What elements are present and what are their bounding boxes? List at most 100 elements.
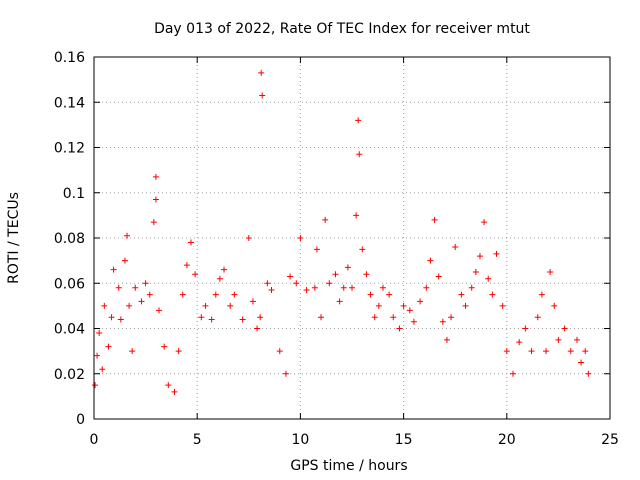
data-point (363, 271, 370, 278)
data-point (423, 284, 430, 291)
data-point (142, 280, 149, 287)
data-point (344, 264, 351, 271)
x-tick-label: 0 (90, 432, 99, 448)
y-tick-label: 0.12 (54, 141, 85, 157)
data-point (485, 275, 492, 282)
data-point (121, 257, 128, 264)
data-points (92, 69, 592, 395)
y-tick-label: 0.04 (54, 322, 85, 338)
data-point (276, 348, 283, 355)
data-point (567, 348, 574, 355)
data-point (448, 314, 455, 321)
data-point (227, 302, 234, 309)
grid-lines (94, 57, 610, 419)
data-point (499, 302, 506, 309)
data-point (534, 314, 541, 321)
data-point (538, 291, 545, 298)
data-point (99, 366, 106, 373)
data-point (152, 173, 159, 180)
data-point (472, 268, 479, 275)
data-point (336, 298, 343, 305)
data-point (254, 325, 261, 332)
data-point (406, 307, 413, 314)
data-point (268, 287, 275, 294)
data-point (367, 291, 374, 298)
data-point (198, 314, 205, 321)
data-point (258, 69, 265, 76)
data-point (452, 244, 459, 251)
data-point (313, 246, 320, 253)
data-point (396, 325, 403, 332)
data-point (115, 284, 122, 291)
data-point (221, 266, 228, 273)
data-point (129, 348, 136, 355)
data-point (287, 273, 294, 280)
x-tick-label: 5 (193, 432, 202, 448)
data-point (509, 370, 516, 377)
data-point (458, 291, 465, 298)
y-axis-title: ROTI / TECUs (6, 192, 22, 284)
data-point (356, 151, 363, 158)
data-point (152, 196, 159, 203)
y-tick-label: 0.1 (63, 186, 85, 202)
data-point (551, 302, 558, 309)
y-tick-label: 0 (76, 412, 85, 428)
data-point (188, 239, 195, 246)
data-point (239, 316, 246, 323)
data-point (332, 271, 339, 278)
data-point (340, 284, 347, 291)
data-point (231, 291, 238, 298)
data-point (216, 275, 223, 282)
data-point (146, 291, 153, 298)
chart-title: Day 013 of 2022, Rate Of TEC Index for r… (154, 21, 530, 37)
data-point (117, 316, 124, 323)
data-point (297, 235, 304, 241)
data-point (503, 348, 510, 355)
data-point (150, 219, 157, 226)
data-point (522, 325, 529, 332)
data-point (371, 314, 378, 321)
data-point (528, 348, 535, 355)
x-tick-label: 20 (498, 432, 516, 448)
data-point (561, 325, 568, 332)
data-point (171, 388, 178, 395)
data-point (359, 246, 366, 253)
data-point (92, 382, 99, 389)
data-point (431, 216, 438, 223)
data-point (481, 219, 488, 226)
data-point (390, 314, 397, 321)
data-point (493, 250, 500, 257)
data-point (379, 284, 386, 291)
data-point (311, 284, 318, 291)
data-point (468, 284, 475, 291)
data-point (400, 302, 407, 309)
data-point (202, 302, 209, 309)
data-point (322, 216, 329, 223)
data-point (208, 316, 215, 323)
data-point (165, 382, 172, 389)
y-tick-label: 0.16 (54, 50, 85, 66)
x-axis-title: GPS time / hours (290, 458, 407, 474)
data-point (257, 314, 264, 321)
data-point (349, 284, 355, 291)
data-point (108, 314, 115, 321)
data-point (585, 370, 592, 377)
data-point (582, 348, 589, 355)
data-point (161, 343, 168, 350)
data-point (410, 318, 417, 325)
data-point (105, 343, 112, 350)
data-point (249, 298, 256, 305)
plot-frame (93, 56, 611, 420)
y-tick-label: 0.02 (54, 367, 85, 383)
data-point (375, 302, 382, 309)
data-point (326, 280, 333, 287)
data-point (318, 314, 325, 321)
y-tick-label: 0.06 (54, 276, 85, 292)
data-point (156, 307, 163, 314)
data-point (353, 212, 360, 219)
data-point (101, 302, 108, 309)
data-point (94, 352, 101, 359)
data-point (443, 336, 450, 343)
data-point (543, 348, 550, 355)
